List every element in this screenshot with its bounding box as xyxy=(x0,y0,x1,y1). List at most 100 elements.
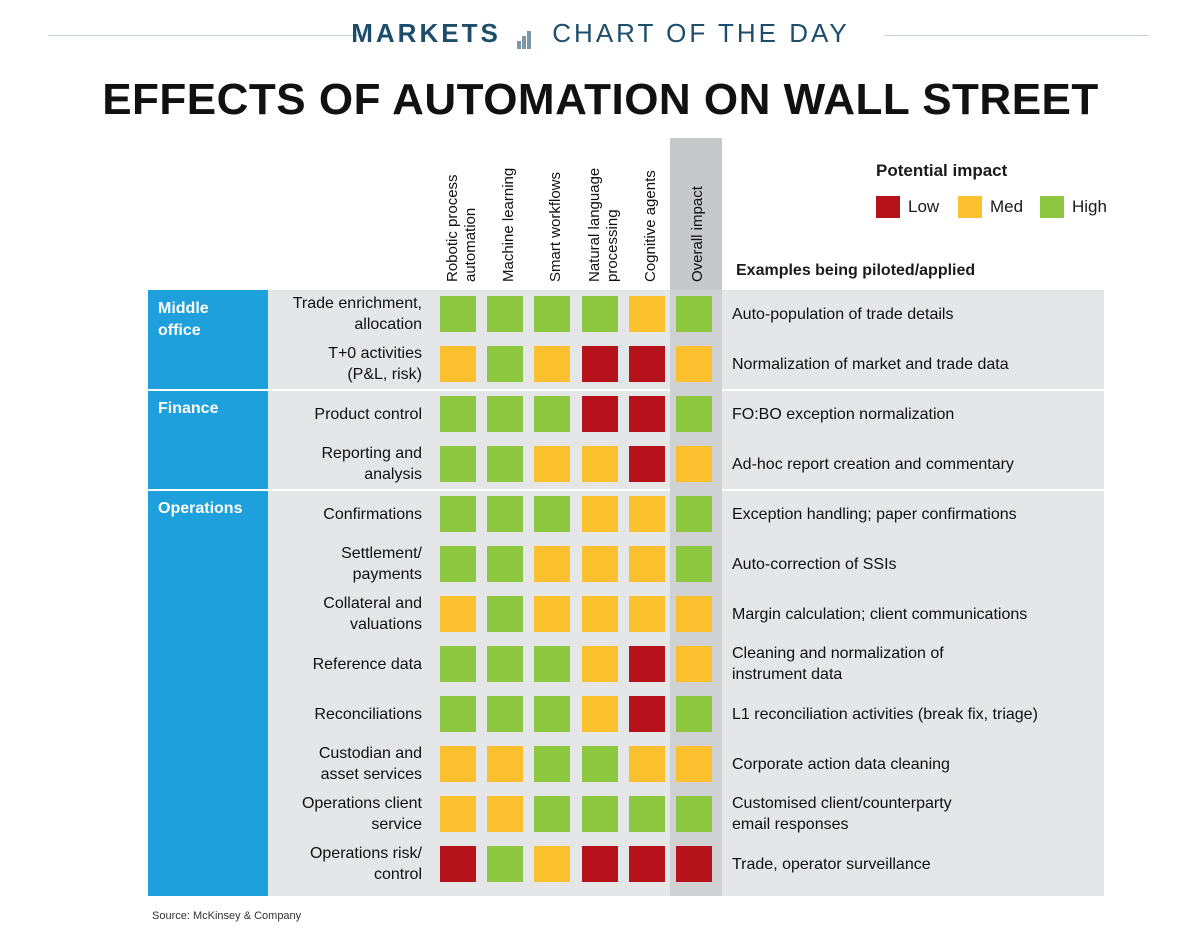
impact-cell-high xyxy=(487,596,523,632)
example-line: Corporate action data cleaning xyxy=(732,755,950,773)
legend-label: High xyxy=(1072,197,1107,216)
legend-item-high: High xyxy=(1040,196,1107,218)
column-header: Smart workflows xyxy=(532,140,580,282)
section-label: Finance xyxy=(158,398,258,420)
impact-cell-low xyxy=(629,396,665,432)
row-label-line: Reference data xyxy=(312,655,422,673)
column-header: Natural language processing xyxy=(580,140,628,282)
impact-cell-high xyxy=(440,396,476,432)
impact-cell-med xyxy=(629,596,665,632)
row-label-line: Settlement/ xyxy=(341,545,422,562)
row-label: Reporting and analysis xyxy=(270,443,422,485)
impact-cell-med xyxy=(487,796,523,832)
column-header-line: Robotic process xyxy=(444,174,461,282)
row-label: Product control xyxy=(270,404,422,425)
source-note: Source: McKinsey & Company xyxy=(152,910,302,922)
impact-cell-high xyxy=(534,296,570,332)
example-line: Normalization of market and trade data xyxy=(732,355,1009,373)
example-line: FO:BO exception normalization xyxy=(732,405,955,423)
column-header: Overall impact xyxy=(674,140,722,282)
example-text: Cleaning and normalization of instrument … xyxy=(732,643,1102,685)
impact-cell-med xyxy=(534,546,570,582)
example-text: Auto-population of trade details xyxy=(732,304,1102,325)
impact-cell-med xyxy=(582,496,618,532)
impact-cell-high xyxy=(676,696,712,732)
impact-cell-med xyxy=(629,496,665,532)
impact-cell-high xyxy=(676,796,712,832)
impact-cell-low xyxy=(629,346,665,382)
header-rule-right xyxy=(884,35,1149,36)
impact-cell-low xyxy=(676,846,712,882)
example-line: Trade, operator surveillance xyxy=(732,855,931,873)
column-header-line: Overall impact xyxy=(689,186,706,282)
row-label: Trade enrichment, allocation xyxy=(270,293,422,335)
row-label: Operations risk/control xyxy=(270,843,422,885)
impact-cell-med xyxy=(582,446,618,482)
impact-cell-low xyxy=(629,696,665,732)
row-label-line: control xyxy=(373,866,422,883)
row-label: Collateral and valuations xyxy=(270,593,422,635)
column-header-line: Machine learning xyxy=(500,167,517,282)
impact-cell-high xyxy=(487,346,523,382)
header-rule-left xyxy=(48,35,366,36)
impact-cell-med xyxy=(676,746,712,782)
impact-cell-med xyxy=(629,746,665,782)
row-label: Reference data xyxy=(270,654,422,675)
legend-item-med: Med xyxy=(958,196,1023,218)
impact-cell-high xyxy=(487,546,523,582)
overall-column-band xyxy=(670,290,722,896)
impact-cell-med xyxy=(676,446,712,482)
column-header: Cognitive agents xyxy=(627,140,675,282)
section-label: Operations xyxy=(158,498,258,520)
example-line: Ad-hoc report creation and commentary xyxy=(732,455,1014,473)
example-text: Ad-hoc report creation and commentary xyxy=(732,454,1102,475)
row-label-line: analysis xyxy=(364,466,422,483)
impact-cell-low xyxy=(582,846,618,882)
column-header-line: processing xyxy=(604,209,621,282)
section-band xyxy=(148,290,268,390)
section-label-line: Finance xyxy=(158,400,219,417)
impact-cell-med xyxy=(440,596,476,632)
impact-cell-med xyxy=(534,596,570,632)
legend-swatch xyxy=(958,196,982,218)
legend-item-low: Low xyxy=(876,196,939,218)
row-label-line: Reconciliations xyxy=(314,705,422,723)
example-line: Exception handling; paper confirmations xyxy=(732,505,1017,523)
section-label-line: Operations xyxy=(158,500,243,517)
impact-cell-high xyxy=(534,796,570,832)
row-label: Settlement/payments xyxy=(270,543,422,585)
example-text: Customised client/counterparty email resp… xyxy=(732,793,1102,835)
impact-cell-med xyxy=(582,696,618,732)
section-divider xyxy=(148,389,1104,391)
impact-cell-high xyxy=(582,796,618,832)
impact-cell-high xyxy=(487,396,523,432)
impact-cell-med xyxy=(534,846,570,882)
impact-cell-high xyxy=(487,446,523,482)
column-header-line: Smart workflows xyxy=(547,171,564,282)
section-label: Middle office xyxy=(158,298,258,342)
header-chart-of-the-day: CHART OF THE DAY xyxy=(552,18,850,48)
impact-cell-high xyxy=(440,546,476,582)
column-header-line: automation xyxy=(462,207,479,282)
section-label-line: Middle xyxy=(158,300,209,317)
column-header-line: Natural language xyxy=(586,167,603,282)
impact-cell-med xyxy=(582,646,618,682)
row-label: T+0 activities (P&L, risk) xyxy=(270,343,422,385)
legend-title: Potential impact xyxy=(876,161,1008,180)
example-text: L1 reconciliation activities (break fix,… xyxy=(732,704,1102,725)
impact-cell-low xyxy=(629,846,665,882)
example-line: email responses xyxy=(732,816,849,833)
impact-cell-low xyxy=(629,446,665,482)
section-divider xyxy=(148,489,1104,491)
header: MARKETS CHART OF THE DAY xyxy=(0,18,1201,49)
example-line: Margin calculation; client communication… xyxy=(732,605,1028,623)
impact-cell-med xyxy=(676,646,712,682)
impact-cell-high xyxy=(440,496,476,532)
impact-cell-med xyxy=(534,346,570,382)
impact-cell-high xyxy=(534,496,570,532)
example-text: Exception handling; paper confirmations xyxy=(732,504,1102,525)
row-label: Confirmations xyxy=(270,504,422,525)
impact-cell-med xyxy=(487,746,523,782)
impact-cell-high xyxy=(676,396,712,432)
row-label-line: Operations client xyxy=(301,795,422,812)
